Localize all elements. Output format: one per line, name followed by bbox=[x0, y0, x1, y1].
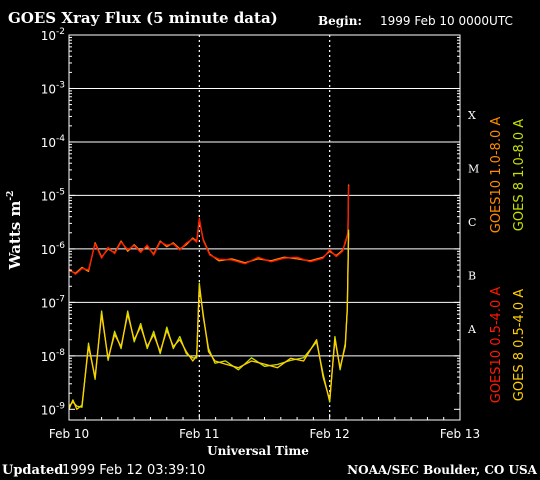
legend-label: GOES 8 0.5-4.0 A bbox=[512, 289, 527, 401]
y-tick-label: 10-6 bbox=[41, 241, 66, 257]
updated-value: 1999 Feb 12 03:39:10 bbox=[62, 463, 205, 478]
legend-entry: GOES10 1.0-8.0 A bbox=[489, 117, 504, 234]
y-tick-exponent: -2 bbox=[56, 27, 65, 37]
y-tick-exponent: -4 bbox=[56, 134, 65, 144]
y-tick-exponent: -7 bbox=[56, 294, 65, 304]
y-tick-base: 10 bbox=[41, 29, 56, 43]
svg-text:Watts m-2: Watts m-2 bbox=[6, 191, 24, 271]
y-tick-base: 10 bbox=[41, 296, 56, 310]
y-tick-exponent: -5 bbox=[56, 187, 65, 197]
series-goes8-short bbox=[68, 232, 350, 410]
y-axis-label: Watts m bbox=[6, 201, 24, 271]
y-tick-exponent: -9 bbox=[56, 401, 65, 411]
legend: GOES10 1.0-8.0 A GOES 8 1.0-8.0 A GOES10 0… bbox=[489, 117, 527, 404]
begin-label: Begin: bbox=[318, 14, 362, 28]
grid-layer bbox=[69, 35, 460, 420]
y-tick-label: 10-5 bbox=[41, 187, 65, 203]
legend-entry: GOES 8 1.0-8.0 A bbox=[512, 119, 527, 231]
flare-class-M: M bbox=[468, 163, 479, 176]
legend-label: GOES10 0.5-4.0 A bbox=[489, 287, 504, 404]
y-tick-base: 10 bbox=[41, 82, 56, 96]
x-tick-label: Feb 13 bbox=[440, 427, 480, 441]
y-axis-title: Watts m-2 bbox=[6, 191, 24, 271]
x-tick-label: Feb 12 bbox=[309, 427, 349, 441]
series-goes8-long bbox=[68, 229, 350, 408]
legend-entry: GOES10 0.5-4.0 A bbox=[489, 287, 504, 404]
y-axis-unit-exponent: -2 bbox=[6, 191, 16, 201]
series-goes10-long-red bbox=[68, 185, 350, 275]
y-tick-label: 10-3 bbox=[41, 80, 65, 96]
x-axis-title: Universal Time bbox=[207, 444, 309, 458]
y-tick-base: 10 bbox=[41, 350, 56, 364]
y-tick-exponent: -6 bbox=[56, 241, 65, 251]
flare-class-X: X bbox=[468, 109, 476, 122]
legend-label: GOES10 1.0-8.0 A bbox=[489, 117, 504, 234]
data-layer bbox=[68, 184, 350, 410]
y-tick-label: 10-4 bbox=[41, 134, 66, 150]
flare-class-C: C bbox=[468, 216, 476, 229]
y-tick-exponent: -3 bbox=[56, 80, 65, 90]
chart-title: GOES Xray Flux (5 minute data) bbox=[8, 9, 278, 27]
y-tick-base: 10 bbox=[41, 189, 56, 203]
y-tick-label: 10-8 bbox=[41, 348, 66, 364]
y-tick-base: 10 bbox=[41, 403, 56, 417]
flare-class-A: A bbox=[467, 323, 477, 336]
begin-value: 1999 Feb 10 0000UTC bbox=[380, 14, 513, 28]
flare-class-B: B bbox=[468, 270, 476, 283]
y-tick-label: 10-9 bbox=[41, 401, 66, 417]
x-tick-label: Feb 11 bbox=[179, 427, 219, 441]
y-tick-base: 10 bbox=[41, 243, 56, 257]
y-tick-base: 10 bbox=[41, 136, 56, 150]
plot-frame bbox=[68, 34, 461, 421]
y-tick-label: 10-7 bbox=[41, 294, 65, 310]
legend-entry: GOES 8 0.5-4.0 A bbox=[512, 289, 527, 401]
legend-label: GOES 8 1.0-8.0 A bbox=[512, 119, 527, 231]
credit: NOAA/SEC Boulder, CO USA bbox=[347, 463, 538, 477]
y-tick-exponent: -8 bbox=[56, 348, 65, 358]
y-tick-label: 10-2 bbox=[41, 27, 65, 43]
updated-label: Updated bbox=[2, 463, 63, 478]
x-tick-label: Feb 10 bbox=[49, 427, 89, 441]
